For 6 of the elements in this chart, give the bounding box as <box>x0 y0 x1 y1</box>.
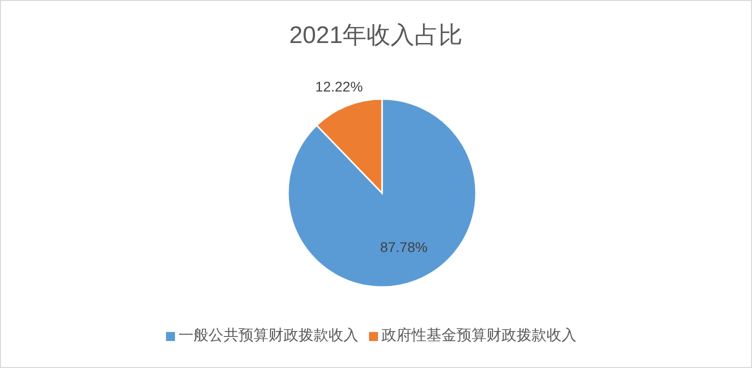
data-label: 87.78% <box>380 239 428 256</box>
pie-slice <box>287 98 477 288</box>
legend-label: 政府性基金预算财政拨款收入 <box>382 327 576 344</box>
data-label: 12.22% <box>315 78 363 95</box>
legend-label: 一般公共预算财政拨款收入 <box>178 327 358 344</box>
chart-title: 2021年收入占比 <box>288 21 464 51</box>
